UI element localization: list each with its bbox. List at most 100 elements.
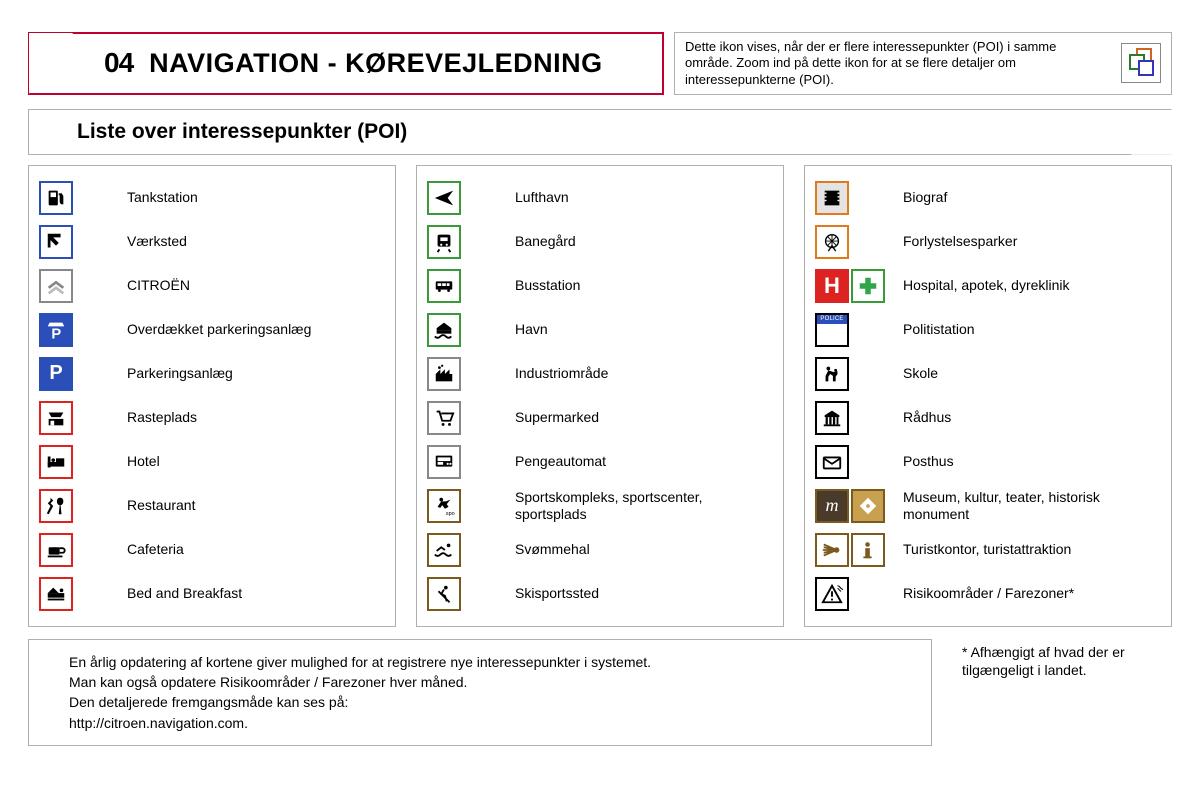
poi-item: Bed and Breakfast	[39, 574, 385, 614]
poi-icon-group	[427, 313, 505, 347]
poi-icon-train	[427, 225, 461, 259]
poi-icon-group	[815, 533, 893, 567]
section-subtitle-bar: Liste over interessepunkter (POI)	[28, 109, 1172, 155]
poi-icon-group	[427, 225, 505, 259]
poi-label: Risikoområder / Farezoner*	[903, 585, 1161, 602]
poi-icon-diamond	[851, 489, 885, 523]
poi-icon-group	[427, 401, 505, 435]
update-note: En årlig opdatering af kortene giver mul…	[28, 639, 932, 746]
note-line: Man kan også opdatere Risikoområder / Fa…	[69, 672, 911, 692]
poi-icon-H: H	[815, 269, 849, 303]
poi-icon-group	[427, 533, 505, 567]
poi-icon-group	[39, 577, 117, 611]
poi-icon-group	[39, 489, 117, 523]
poi-item: Skisportssted	[427, 574, 773, 614]
note-line: Den detaljerede fremgangsmåde kan ses på…	[69, 692, 911, 712]
poi-icon-group	[815, 401, 893, 435]
poi-icon-group	[39, 269, 117, 303]
poi-icon-atm	[427, 445, 461, 479]
poi-icon-group: P	[39, 357, 117, 391]
poi-item: Industriområde	[427, 354, 773, 394]
poi-label: Industriområde	[515, 365, 773, 382]
poi-label: Museum, kultur, teater, historisk monume…	[903, 489, 1161, 523]
poi-icon-warn	[815, 577, 849, 611]
multi-poi-callout: Dette ikon vises, når der er flere inter…	[674, 32, 1172, 95]
poi-icon-chevrons	[39, 269, 73, 303]
poi-item: Lufthavn	[427, 178, 773, 218]
poi-label: Hospital, apotek, dyreklinik	[903, 277, 1161, 294]
poi-columns: TankstationVærksted CITROËN P Overdækket pa…	[28, 165, 1172, 627]
poi-icon-group	[427, 181, 505, 215]
chapter-title: NAVIGATION - KØREVEJLEDNING	[149, 48, 603, 79]
poi-icon-bnb	[39, 577, 73, 611]
poi-label: Pengeautomat	[515, 453, 773, 470]
poi-label: Politistation	[903, 321, 1161, 338]
poi-label: Banegård	[515, 233, 773, 250]
poi-icon-townhall	[815, 401, 849, 435]
poi-icon-p-roof: P	[39, 313, 73, 347]
poi-item: Biograf	[815, 178, 1161, 218]
poi-label: Skisportssted	[515, 585, 773, 602]
poi-column: Biograf Forlystelsesparker H Hospital, apot…	[804, 165, 1172, 627]
poi-icon-info	[851, 533, 885, 567]
poi-icon-sun	[815, 533, 849, 567]
poi-label: Supermarked	[515, 409, 773, 426]
poi-item: Skole	[815, 354, 1161, 394]
poi-icon-group: P	[39, 313, 117, 347]
poi-icon-harbor	[427, 313, 461, 347]
poi-label: Posthus	[903, 453, 1161, 470]
multi-poi-icon	[1121, 43, 1161, 83]
poi-icon-group	[427, 577, 505, 611]
poi-icon-group	[39, 401, 117, 435]
poi-icon-group	[39, 181, 117, 215]
poi-label: Lufthavn	[515, 189, 773, 206]
poi-column: LufthavnBanegårdBusstationHavnIndustriom…	[416, 165, 784, 627]
note-line: En årlig opdatering af kortene giver mul…	[69, 652, 911, 672]
poi-icon-school	[815, 357, 849, 391]
poi-icon-group	[815, 577, 893, 611]
poi-item: P Overdækket parkeringsanlæg	[39, 310, 385, 350]
poi-icon-p: P	[39, 357, 73, 391]
poi-label: Skole	[903, 365, 1161, 382]
poi-label: Forlystelsesparker	[903, 233, 1161, 250]
poi-icon-group	[427, 269, 505, 303]
callout-text: Dette ikon vises, når der er flere inter…	[685, 39, 1107, 88]
poi-item: Tankstation	[39, 178, 385, 218]
poi-item: Cafeteria	[39, 530, 385, 570]
poi-item: Turistkontor, turistattraktion	[815, 530, 1161, 570]
poi-label: Restaurant	[127, 497, 385, 514]
poi-label: Hotel	[127, 453, 385, 470]
poi-label: Rasteplads	[127, 409, 385, 426]
poi-icon-group	[815, 225, 893, 259]
poi-item: Rådhus	[815, 398, 1161, 438]
poi-label: Rådhus	[903, 409, 1161, 426]
poi-label: Svømmehal	[515, 541, 773, 558]
poi-icon-post	[815, 445, 849, 479]
poi-label: Bed and Breakfast	[127, 585, 385, 602]
poi-icon-wrench	[39, 225, 73, 259]
poi-item: Værksted	[39, 222, 385, 262]
poi-item: Banegård	[427, 222, 773, 262]
poi-icon-police: POLICE	[815, 313, 849, 347]
poi-item: Hotel	[39, 442, 385, 482]
poi-item: Risikoområder / Farezoner*	[815, 574, 1161, 614]
poi-icon-group	[815, 445, 893, 479]
poi-item: Forlystelsesparker	[815, 222, 1161, 262]
poi-icon-group: H	[815, 269, 893, 303]
poi-icon-industry	[427, 357, 461, 391]
poi-icon-ski	[427, 577, 461, 611]
poi-label: Cafeteria	[127, 541, 385, 558]
poi-label: Overdækket parkeringsanlæg	[127, 321, 385, 338]
poi-label: Sportskompleks, sportscenter, sportsplad…	[515, 489, 773, 523]
poi-icon-cart	[427, 401, 461, 435]
poi-label: CITROËN	[127, 277, 385, 294]
poi-icon-swim	[427, 533, 461, 567]
chapter-header: 04 NAVIGATION - KØREVEJLEDNING	[28, 32, 664, 95]
poi-icon-plane	[427, 181, 461, 215]
poi-icon-group: m	[815, 489, 893, 523]
poi-item: PParkeringsanlæg	[39, 354, 385, 394]
poi-icon-group	[39, 533, 117, 567]
poi-icon-greencross	[851, 269, 885, 303]
poi-item: POLICE Politistation	[815, 310, 1161, 350]
asterisk-note: * Afhængigt af hvad der er tilgængeligt …	[962, 639, 1172, 679]
